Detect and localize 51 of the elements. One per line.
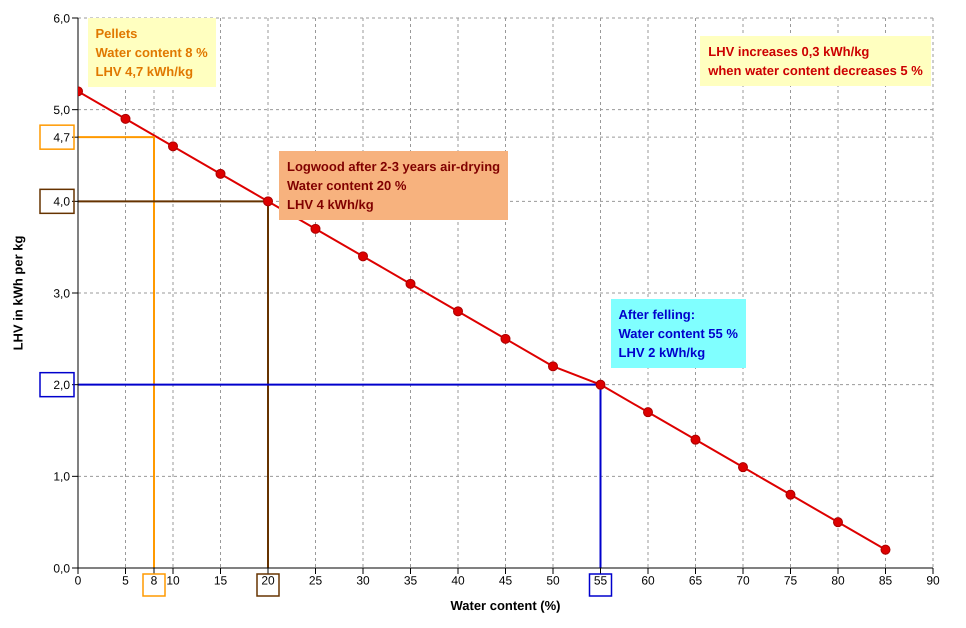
x-tick-label: 85 [878, 574, 892, 588]
annotation: Logwood after 2-3 years air-drying Water content 20 % LHV 4 kWh/kg [287, 158, 500, 214]
point [833, 517, 843, 528]
x-tick-label: 60 [641, 574, 655, 588]
point [263, 196, 273, 206]
x-tick-label: 25 [308, 574, 322, 588]
point [596, 380, 606, 390]
x-tick-label: 0 [74, 574, 82, 588]
point [453, 306, 463, 316]
x-tick-label: 35 [404, 574, 418, 588]
x-tick-label: 80 [831, 574, 845, 588]
x-tick-label: 20 [261, 574, 275, 588]
point [880, 544, 890, 555]
x-tick-label: 5 [122, 574, 130, 588]
x-tick-label: 75 [784, 574, 798, 588]
x-tick-label: 8 [150, 574, 158, 588]
x-tick-label: 50 [546, 574, 560, 588]
x-tick-label: 15 [214, 574, 228, 588]
y-tick-label: 2,0 [53, 378, 70, 392]
point [120, 114, 130, 124]
x-tick-label: 65 [688, 574, 702, 588]
point [310, 224, 320, 234]
x-tick-label: 45 [498, 574, 512, 588]
y-tick-label: 1,0 [53, 470, 70, 484]
annotation: LHV increases 0,3 kWh/kg when water content decreases 5 % [708, 43, 923, 80]
x-axis-title: Water content (%) [450, 598, 561, 613]
x-tick-label: 10 [166, 574, 180, 588]
y-axis-title: LHV in kWh per kg [10, 236, 26, 350]
point [406, 278, 416, 289]
annotation: Pellets Water content 8 % LHV 4,7 kWh/kg [96, 25, 208, 81]
point [216, 168, 226, 179]
y-tick-label: 4,0 [53, 194, 70, 209]
point [548, 361, 558, 372]
x-tick-label: 90 [926, 574, 940, 588]
point [643, 407, 653, 418]
x-tick-label: 30 [356, 574, 370, 588]
point [690, 434, 700, 445]
x-tick-label: 40 [451, 574, 465, 588]
x-tick-label: 55 [594, 574, 608, 588]
y-tick-label: 5,0 [53, 102, 70, 117]
y-tick-label: 4,7 [53, 130, 70, 144]
point [500, 334, 510, 344]
point [358, 251, 368, 262]
annotation: After felling: Water content 55 % LHV 2 kWh/kg [618, 306, 738, 362]
point [738, 462, 748, 472]
point [786, 490, 796, 500]
y-tick-label: 3,0 [53, 286, 70, 300]
x-tick-label: 70 [736, 574, 750, 588]
y-tick-label: 6,0 [53, 11, 70, 26]
point [168, 141, 178, 152]
y-tick-label: 0,0 [53, 561, 70, 576]
